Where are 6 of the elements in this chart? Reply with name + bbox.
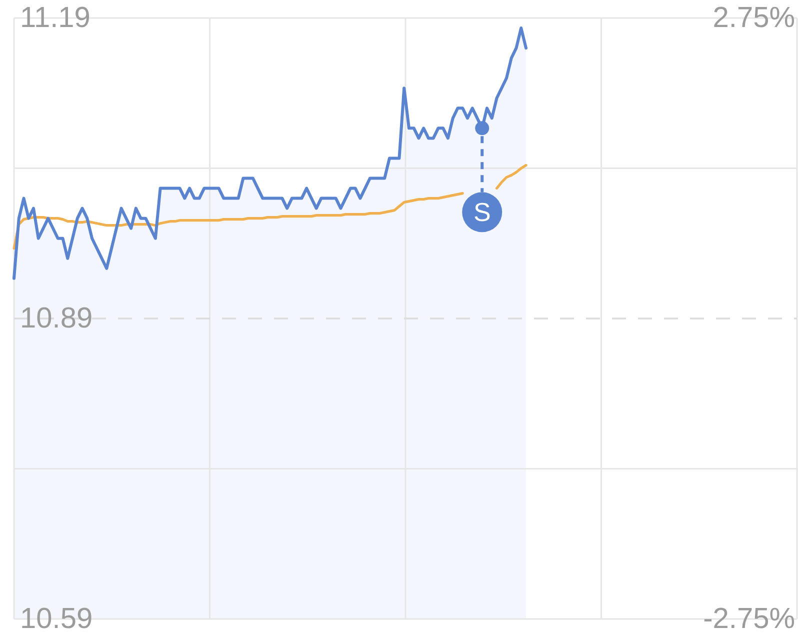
y-tick-label: 11.19 xyxy=(20,2,90,34)
y2-tick-label: 2.75% xyxy=(712,2,795,34)
y-tick-label: 10.59 xyxy=(20,603,93,635)
y-tick-label: 10.89 xyxy=(20,302,93,334)
y2-tick-label: -2.75% xyxy=(703,603,795,635)
annotation: S xyxy=(473,197,491,228)
